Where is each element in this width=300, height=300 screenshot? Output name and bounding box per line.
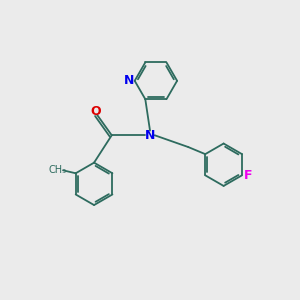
Text: N: N	[145, 129, 155, 142]
Text: N: N	[124, 74, 135, 87]
Text: O: O	[90, 105, 101, 118]
Text: F: F	[244, 169, 253, 182]
Text: CH₃: CH₃	[49, 165, 67, 175]
